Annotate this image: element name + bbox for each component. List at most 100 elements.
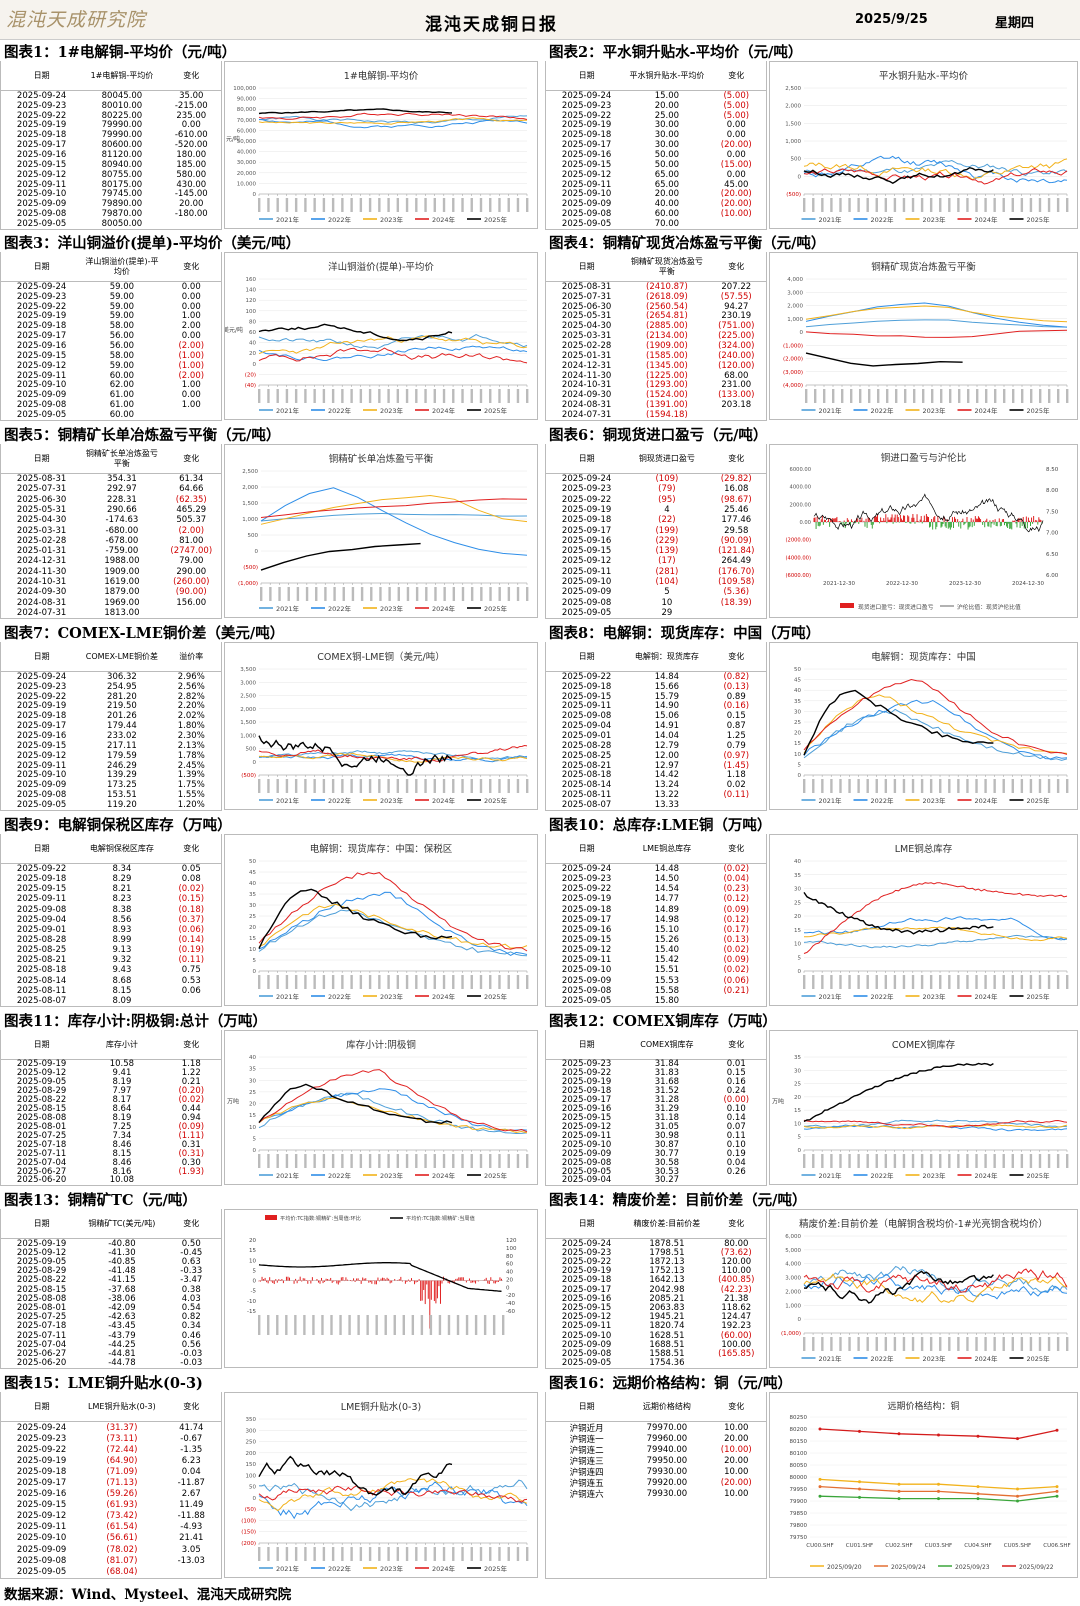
x-tick-label (966, 975, 969, 989)
table-cell: 2025-08-11 (16, 985, 67, 996)
table-row: 2025-09-22 25.00 (5.00) (546, 111, 766, 121)
table-cell: 40.00 (654, 199, 680, 210)
table-cell: 2025-09-23 (16, 100, 67, 111)
table-row: 2025-08-07 8.09 (1, 996, 221, 1006)
table-cell: (0.97) (723, 750, 750, 761)
table-cell: 2025-08-21 (561, 760, 612, 771)
table-header: 日期 电解铜保税区库存 变化 (1, 834, 221, 864)
table-cell: 2025-09-23 (561, 1059, 612, 1070)
table-cell: 31.83 (654, 1068, 680, 1079)
table-header: 日期 电解铜：现货库存 变化 (546, 642, 766, 672)
table-cell: 80755.00 (101, 169, 143, 180)
x-tick-label (526, 1154, 529, 1168)
x-tick-label (387, 198, 390, 212)
x-tick-label (1011, 1337, 1014, 1351)
table-row: 2025-09-15 50.00 (15.00) (546, 160, 766, 170)
table-cell: 30.77 (654, 1148, 680, 1159)
table-header: 日期 铜精矿TC(美元/吨) 变化 (1, 1209, 221, 1239)
table-cell: -0.33 (180, 1266, 203, 1277)
x-tick-label (405, 975, 409, 989)
chart-panel-13: 图表13：铜精矿TC（元/吨） 日期 铜精矿TC(美元/吨) 变化 2025-09-19… (0, 1189, 540, 1370)
table-cell: 1988.00 (104, 556, 140, 567)
table-cell: 1.22 (181, 1068, 201, 1079)
y-axis-label: 万吨 (772, 1098, 784, 1106)
x-tick-label (884, 1154, 888, 1168)
table-cell: 7.97 (112, 1086, 132, 1097)
table-row: 2025-09-05 (68.04) (1, 1566, 221, 1577)
table-cell: 2025-09-04 (561, 721, 612, 732)
x-tick-label (489, 1154, 492, 1168)
y-tick-label: 5 (253, 1136, 257, 1142)
table-cell: (165.85) (718, 1349, 755, 1360)
table-cell: 1872.13 (649, 1257, 685, 1268)
table-cell: 2025-05-31 (561, 311, 612, 322)
x-tick-label (913, 389, 916, 403)
x-tick-label (287, 587, 290, 601)
column-header: 日期 (33, 70, 50, 80)
x-tick-label (966, 779, 969, 793)
table-cell: (73.42) (106, 1511, 138, 1522)
table-cell: 2025-09-11 (561, 1321, 612, 1332)
x-tick-label (821, 1154, 824, 1168)
x-tick-label (984, 198, 987, 212)
x-tick-label (507, 389, 510, 403)
table-row: 2025-09-23 80010.00 -215.00 (1, 101, 221, 111)
table-row: 2025-09-18 31.52 0.24 (546, 1086, 766, 1096)
x-tick-label (461, 975, 464, 989)
table-cell: 290.00 (176, 566, 207, 577)
table-cell: (0.19) (178, 945, 205, 956)
x-tick-label (850, 389, 853, 403)
table-row: 2025-09-17 30.00 (20.00) (546, 140, 766, 150)
table-row: 2025-08-28 12.79 0.79 (546, 741, 766, 751)
table-cell: 8.38 (112, 904, 132, 915)
panel-title: 图表12：COMEX铜库存（万吨） (549, 1013, 777, 1030)
x-tick-label (442, 975, 446, 989)
y-tick-label: 120 (246, 298, 257, 304)
table-cell: 1909.00 (104, 566, 140, 577)
table-cell: 0.94 (181, 1113, 201, 1123)
table-cell: (81.07) (106, 1555, 138, 1566)
table-row: 2025-09-23 1798.51 (73.62) (546, 1248, 766, 1258)
x-tick-label (442, 389, 446, 403)
table-cell: 2025-09-17 (16, 140, 67, 151)
y-tick-label: 79750 (790, 1535, 808, 1541)
x-tick-label (939, 198, 942, 212)
x-tick-label (1020, 198, 1024, 212)
table-cell: (1.00) (178, 360, 205, 371)
x-tick-label (993, 1337, 996, 1351)
table-cell: 13.33 (654, 799, 680, 810)
table-cell: (2885.00) (646, 321, 688, 332)
x-tick-label (396, 779, 400, 793)
x-tick-label (812, 1154, 815, 1168)
table-cell: 2025-08-01 (16, 1121, 67, 1132)
table-row: 2025-09-16 (59.26) 2.67 (1, 1489, 221, 1500)
y-tick-label: 3,000 (785, 1276, 801, 1282)
table-cell: -37.68 (108, 1284, 136, 1295)
x-tick-label (866, 975, 869, 989)
table-cell: (64.90) (106, 1455, 138, 1466)
table-cell: 2025-09-22 (16, 1444, 67, 1455)
table-row: 2025-09-24 80045.00 35.00 (1, 91, 221, 101)
chart-title: 1#电解铜-平均价 (344, 70, 419, 82)
table-cell: 0.00 (181, 390, 201, 401)
table-cell: 0.26 (726, 1166, 746, 1177)
y-tick-label: 0 (255, 549, 259, 555)
table-cell: (0.18) (178, 904, 205, 915)
table-cell: 21.41 (179, 1533, 204, 1544)
table-cell: -610.00 (174, 130, 208, 141)
table-cell: 2025-06-27 (16, 1166, 67, 1177)
y-tick-label: (500) (241, 773, 256, 779)
table-cell: 79990.00 (101, 120, 143, 131)
x-tick-label (993, 975, 996, 989)
table-row: 2025-09-15 31.18 0.14 (546, 1113, 766, 1123)
x-tick-label (1038, 1154, 1042, 1168)
table-cell: 2025-08-15 (16, 1104, 67, 1115)
x-tick-label (285, 779, 289, 793)
table-cell: 0.00 (726, 169, 746, 180)
x-tick-label (821, 1337, 824, 1351)
x-tick-label (341, 1154, 344, 1168)
chart-panel-2: 图表2：平水铜升贴水-平均价（元/吨） 日期 平水铜升贴水-平均价 变化 2025-09… (545, 41, 1080, 231)
forward-point (818, 1494, 822, 1498)
x-tick-label (1002, 1154, 1005, 1168)
table-cell: 2024-08-31 (561, 400, 612, 411)
